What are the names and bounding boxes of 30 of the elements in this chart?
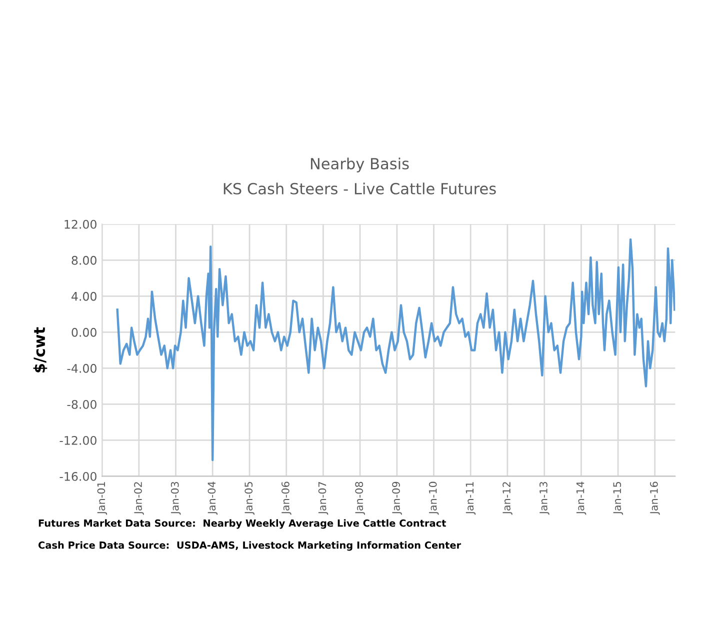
- x-tick-label: Jan-06: [281, 482, 292, 515]
- x-tick-label: Jan-12: [502, 482, 512, 515]
- y-tick-label: -8.00: [67, 400, 96, 409]
- y-tick-label: 0.00: [72, 328, 96, 337]
- x-tick-label: Jan-01: [97, 482, 108, 515]
- y-tick-label: -12.00: [60, 436, 96, 445]
- x-tick-label: Jan-07: [318, 482, 328, 515]
- x-tick-label: Jan-14: [576, 482, 586, 515]
- chart-title: Nearby Basis: [310, 158, 409, 172]
- x-tick-label: Jan-16: [650, 482, 660, 515]
- x-tick-label: Jan-02: [134, 482, 144, 515]
- x-tick-label: Jan-05: [244, 482, 254, 515]
- y-tick-label: -4.00: [67, 364, 96, 373]
- x-tick-label: Jan-04: [208, 482, 218, 515]
- x-tick-label: Jan-11: [466, 482, 476, 515]
- line-series: [116, 238, 676, 462]
- y-tick-label: 4.00: [72, 292, 96, 301]
- x-tick-label: Jan-13: [540, 482, 550, 515]
- text: Futures Market Data Source: Nearby Weekly Average Live Cattle Contract: [38, 519, 446, 529]
- x-tick-label: Jan-09: [392, 482, 402, 515]
- x-tick-label: Jan-03: [170, 482, 181, 515]
- y-axis-title: $/cwt: [33, 327, 48, 372]
- y-tick-label: 8.00: [72, 256, 96, 265]
- chart-subtitle: KS Cash Steers - Live Cattle Futures: [224, 182, 496, 194]
- x-tick-label: Jan-15: [613, 482, 623, 515]
- y-tick-label: 12.00: [64, 220, 96, 229]
- text: Cash Price Data Source: USDA-AMS, Livestock Marketing Information Center: [38, 541, 462, 551]
- y-tick-label: -16.00: [60, 472, 96, 481]
- x-tick-label: Jan-10: [428, 482, 439, 515]
- x-tick-label: Jan-08: [355, 482, 365, 515]
